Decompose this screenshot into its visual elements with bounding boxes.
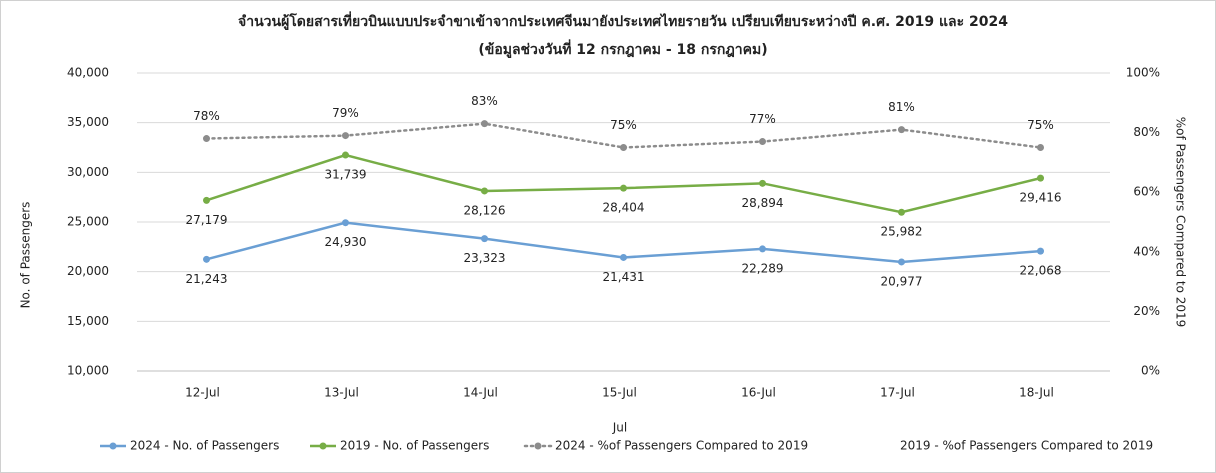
- point: [759, 179, 766, 187]
- x-tick-label: 18-Jul: [1019, 386, 1054, 400]
- data-label: 79%: [332, 106, 359, 120]
- y-tick-label: 15,000: [67, 314, 109, 328]
- data-label: 24,930: [325, 235, 367, 249]
- chart-title: จำนวนผู้โดยสารเที่ยวบินแบบประจำขาเข้าจาก…: [238, 11, 1008, 30]
- legend-marker: [319, 442, 327, 450]
- y2-tick-label: 100%: [1126, 66, 1160, 80]
- data-label: 29,416: [1020, 191, 1062, 205]
- data-label: 75%: [1027, 118, 1054, 132]
- data-label: 78%: [193, 109, 220, 123]
- data-label: 21,243: [186, 272, 228, 286]
- data-label: 22,289: [742, 261, 784, 275]
- y-axis-title: No. of Passengers: [19, 202, 33, 309]
- y-tick-label: 30,000: [67, 165, 109, 179]
- y2-tick-label: 0%: [1141, 364, 1160, 378]
- y-tick-label: 20,000: [67, 264, 109, 278]
- data-label: 31,739: [325, 168, 367, 182]
- point: [1037, 247, 1044, 255]
- point: [1037, 174, 1044, 182]
- x-tick-label: 12-Jul: [185, 386, 220, 400]
- point: [342, 151, 349, 159]
- x-tick-label: 14-Jul: [463, 386, 498, 400]
- data-label: 23,323: [464, 251, 506, 265]
- point: [1037, 144, 1044, 151]
- legend-marker: [109, 442, 117, 450]
- y2-axis-title: %of Passengers Compared to 2019: [1174, 117, 1188, 328]
- x-tick-label: 15-Jul: [602, 386, 637, 400]
- point: [481, 187, 488, 195]
- point: [620, 253, 627, 261]
- point: [898, 258, 905, 266]
- y2-tick-label: 80%: [1133, 125, 1160, 139]
- point: [203, 255, 210, 263]
- data-label: 77%: [749, 112, 776, 126]
- data-label: 81%: [888, 100, 915, 114]
- x-axis-title: Jul: [612, 421, 627, 435]
- point: [759, 245, 766, 253]
- data-label: 83%: [471, 94, 498, 108]
- x-tick-label: 13-Jul: [324, 386, 359, 400]
- data-label: 28,404: [603, 201, 645, 215]
- chart-subtitle: (ข้อมูลช่วงวันที่ 12 กรกฎาคม - 18 กรกฎาค…: [478, 39, 767, 58]
- data-label: 22,068: [1020, 264, 1062, 278]
- legend-label: 2024 - %of Passengers Compared to 2019: [555, 439, 808, 453]
- x-tick-label: 16-Jul: [741, 386, 776, 400]
- legend-marker: [534, 442, 542, 450]
- y-tick-label: 40,000: [67, 66, 109, 80]
- y-tick-label: 10,000: [67, 364, 109, 378]
- point: [759, 138, 766, 146]
- point: [898, 208, 905, 216]
- point: [342, 219, 349, 227]
- point: [481, 235, 488, 243]
- legend-label: 2019 - %of Passengers Compared to 2019: [900, 439, 1153, 453]
- point: [203, 135, 210, 143]
- data-label: 75%: [610, 118, 637, 132]
- y-tick-label: 25,000: [67, 215, 109, 229]
- y2-tick-label: 20%: [1133, 304, 1160, 318]
- point: [620, 144, 627, 151]
- y-tick-label: 35,000: [67, 115, 109, 129]
- y2-tick-label: 60%: [1133, 185, 1160, 199]
- data-label: 28,894: [742, 196, 784, 210]
- data-label: 21,431: [603, 270, 645, 284]
- x-tick-label: 17-Jul: [880, 386, 915, 400]
- point: [203, 196, 210, 204]
- y2-tick-label: 40%: [1133, 244, 1160, 258]
- legend-label: 2019 - No. of Passengers: [340, 439, 489, 453]
- point: [898, 126, 905, 134]
- data-label: 28,126: [464, 203, 506, 217]
- point: [620, 184, 627, 192]
- point: [342, 132, 349, 140]
- data-label: 20,977: [881, 274, 923, 288]
- data-label: 25,982: [881, 225, 923, 239]
- legend-label: 2024 - No. of Passengers: [130, 439, 279, 453]
- point: [481, 120, 488, 128]
- data-label: 27,179: [186, 213, 228, 227]
